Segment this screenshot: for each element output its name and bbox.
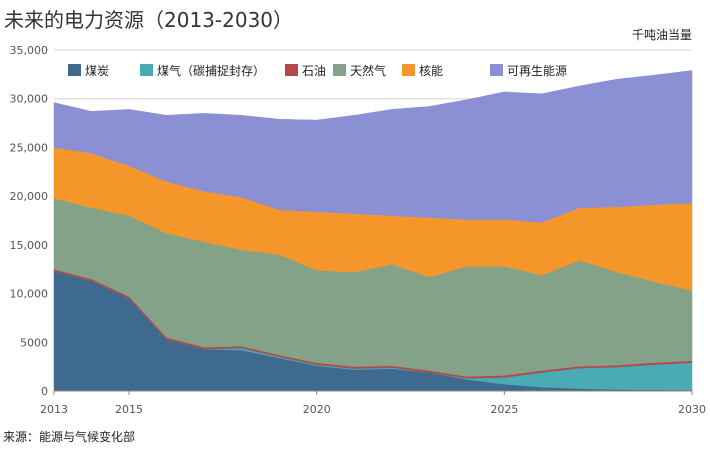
legend-swatch: [333, 64, 346, 76]
area-5: [53, 70, 693, 223]
legend-label: 石油: [302, 64, 326, 78]
x-tick-label: 2030: [678, 403, 706, 416]
chart-title: 未来的电力资源（2013-2030）: [4, 8, 294, 32]
legend-swatch: [285, 64, 298, 76]
y-tick-label: 25,000: [10, 141, 49, 154]
legend-label: 煤炭: [85, 64, 109, 78]
legend-label: 可再生能源: [507, 64, 567, 78]
legend-swatch: [490, 64, 503, 76]
x-tick-label: 2015: [115, 403, 143, 416]
y-tick-label: 5000: [20, 336, 48, 349]
area-series: [53, 70, 693, 392]
y-tick-label: 10,000: [10, 288, 49, 301]
source-note: 来源：能源与气候变化部: [3, 430, 136, 444]
legend-swatch: [68, 64, 81, 76]
x-tick-label: 2025: [490, 403, 518, 416]
y-tick-label: 15,000: [10, 239, 49, 252]
x-tick-label: 2013: [40, 403, 68, 416]
y-tick-label: 35,000: [10, 44, 49, 57]
unit-label: 千吨油当量: [631, 28, 692, 42]
y-tick-label: 20,000: [10, 190, 49, 203]
legend-swatch: [402, 64, 415, 76]
legend-label: 天然气: [350, 63, 386, 78]
legend: 煤炭 煤气（碳捕捉封存） 石油 天然气 核能 可再生能源: [68, 63, 567, 78]
legend-label: 煤气（碳捕捉封存）: [157, 63, 265, 78]
y-tick-label: 0: [41, 385, 48, 398]
y-tick-label: 30,000: [10, 93, 49, 106]
legend-label: 核能: [419, 64, 443, 78]
legend-swatch: [140, 64, 153, 76]
axes: 0 5000 10,000 15,000 20,000 25,000 30,000 35,00…: [10, 44, 707, 416]
x-tick-label: 2020: [303, 403, 331, 416]
